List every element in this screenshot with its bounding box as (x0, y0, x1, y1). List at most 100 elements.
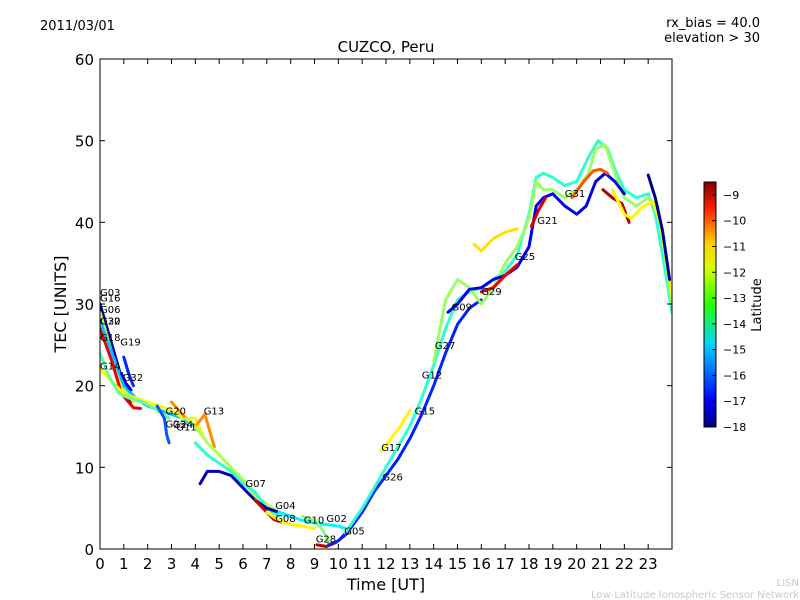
satellite-label-g31: G31 (565, 189, 585, 200)
tec-series-24 (472, 227, 519, 253)
x-tick-label: 21 (591, 555, 610, 573)
footer-network: Low-Latitude Ionospheric Sensor Network (591, 590, 799, 600)
satellite-label-g28: G28 (316, 535, 336, 546)
date-label: 2011/03/01 (40, 19, 115, 34)
colorbar-tick-label: −14 (723, 318, 746, 331)
satellite-label-g27: G27 (435, 341, 455, 352)
satellite-label-g22: G22 (100, 316, 120, 327)
y-tick-label: 40 (75, 214, 94, 232)
x-tick-label: 6 (238, 555, 248, 573)
tec-series-25 (479, 263, 519, 294)
satellite-label-g12: G12 (422, 370, 442, 381)
x-tick-label: 22 (615, 555, 634, 573)
x-tick-label: 12 (376, 555, 395, 573)
y-tick-label: 50 (75, 133, 94, 151)
colorbar-tick-label: −17 (723, 395, 746, 408)
y-tick-label: 30 (75, 296, 94, 314)
satellite-label-g06: G06 (100, 305, 120, 316)
colorbar-ticks: −9 −10 −11 −12 −13 −14 −15 −16 −17 −18 (712, 189, 746, 434)
x-tick-label: 13 (400, 555, 419, 573)
rx-bias-annotation: rx_bias = 40.0 (666, 16, 760, 31)
y-tick-label: 10 (75, 459, 94, 477)
x-tick-label: 17 (496, 555, 515, 573)
x-tick-label: 16 (472, 555, 491, 573)
satellite-label-g05: G05 (344, 526, 364, 537)
satellite-label-g07: G07 (245, 479, 265, 490)
satellite-label-g09: G09 (452, 303, 472, 314)
satellite-label-g21: G21 (537, 216, 557, 227)
colorbar-tick-label: −16 (723, 369, 746, 382)
satellite-label-g03: G03 (100, 288, 120, 299)
tec-series-6 (100, 351, 171, 420)
colorbar-tick-label: −15 (723, 344, 746, 357)
x-tick-label: 9 (310, 555, 320, 573)
x-tick-label: 23 (639, 555, 658, 573)
colorbar-tick-label: −12 (723, 266, 746, 279)
tec-series-27 (570, 167, 610, 200)
y-ticks: 0 10 20 30 40 50 60 (75, 51, 672, 559)
tec-series-20 (379, 408, 412, 453)
tec-series-7 (122, 355, 135, 388)
satellite-label-g20: G20 (166, 406, 186, 417)
elevation-annotation: elevation > 30 (664, 31, 760, 46)
y-tick-label: 20 (75, 378, 94, 396)
tec-series-16 (277, 510, 347, 531)
tec-series-15 (265, 510, 316, 531)
x-tick-label: 7 (262, 555, 272, 573)
satellite-label-g13: G13 (204, 406, 224, 417)
satellite-label-g30: G30 (100, 316, 120, 327)
tec-series-13 (198, 469, 293, 518)
satellite-label-g19: G19 (120, 338, 140, 349)
x-tick-label: 11 (353, 555, 372, 573)
tec-series-22 (432, 143, 672, 363)
footer-lisn: LISN (777, 578, 799, 589)
x-tick-label: 0 (95, 555, 105, 573)
satellite-label-g11: G11 (176, 423, 196, 434)
x-tick-label: 15 (448, 555, 467, 573)
satellite-label-g14: G14 (100, 361, 120, 372)
satellite-label-g08: G08 (275, 514, 295, 525)
series-layer (100, 139, 672, 548)
x-tick-label: 14 (424, 555, 443, 573)
satellite-label-g17: G17 (381, 443, 401, 454)
tec-series-26 (529, 196, 548, 228)
tec-series-19 (327, 298, 483, 547)
satellite-label-g16: G16 (100, 294, 120, 305)
x-tick-label: 1 (119, 555, 129, 573)
x-ticks: 0 1 2 3 4 5 6 7 8 9 10 11 12 13 14 15 16 17 18 19 20 21 22 23 (95, 59, 658, 573)
x-tick-label: 19 (543, 555, 562, 573)
tec-series-23 (446, 171, 626, 314)
chart-title: CUZCO, Peru (338, 38, 435, 56)
tec-series-9 (155, 404, 171, 445)
colorbar-label: Latitude (750, 278, 765, 332)
colorbar-tick-label: −10 (723, 215, 746, 228)
x-tick-label: 3 (167, 555, 177, 573)
satellite-label-g25: G25 (515, 252, 535, 263)
satellite-label-g18: G18 (100, 333, 120, 344)
x-tick-label: 4 (191, 555, 201, 573)
tec-series-8 (120, 371, 133, 392)
colorbar-tick-label: −18 (723, 421, 746, 434)
x-tick-label: 5 (214, 555, 224, 573)
x-tick-label: 8 (286, 555, 296, 573)
x-tick-label: 2 (143, 555, 153, 573)
tec-series-17 (301, 514, 331, 547)
satellite-label-g26: G26 (382, 472, 402, 483)
y-tick-label: 0 (84, 541, 94, 559)
colorbar-tick-label: −13 (723, 292, 746, 305)
y-tick-label: 60 (75, 51, 94, 69)
y-axis-label: TEC [UNITS] (51, 256, 70, 354)
tec-series-5 (100, 367, 204, 437)
satellite-label-g32: G32 (123, 373, 143, 384)
colorbar-tick-label: −9 (723, 189, 739, 202)
tec-series-30 (646, 173, 672, 281)
satellite-label-g04: G04 (275, 501, 295, 512)
satellite-label-g29: G29 (481, 287, 501, 298)
x-tick-label: 10 (329, 555, 348, 573)
satellite-label-g15: G15 (415, 406, 435, 417)
x-axis-label: Time [UT] (346, 575, 425, 594)
colorbar (703, 181, 717, 428)
satellite-label-g02: G02 (326, 514, 346, 525)
